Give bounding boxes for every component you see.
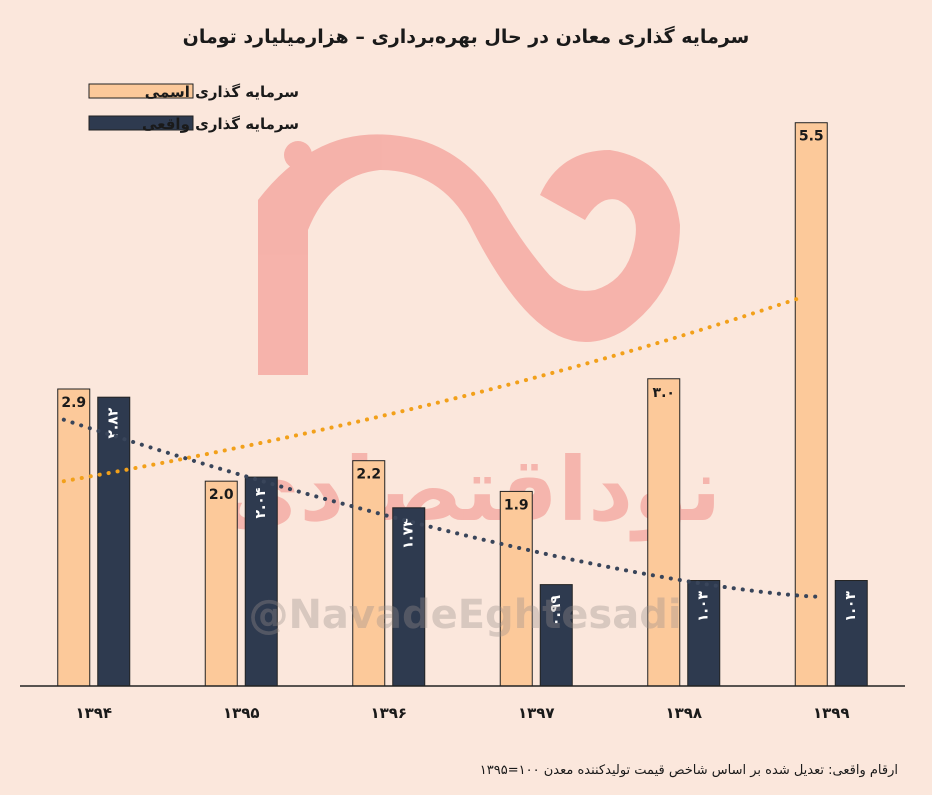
bar-nominal (204, 480, 238, 687)
legend-swatch-real (88, 115, 194, 131)
watermark-logo (258, 134, 680, 375)
chart-title: سرمایه گذاری معادن در حال بهره‌برداری – … (183, 25, 750, 48)
plot-area (20, 122, 905, 687)
data-label-nominal: 1.9 (504, 497, 529, 513)
x-tick-label: ۱۳۹۸ (665, 704, 702, 722)
bar-nominal (352, 460, 386, 687)
bar-real (97, 396, 131, 687)
watermark-handle: @NavadeEghtesadi (248, 592, 681, 638)
data-label-real: ۰.۹۹ (548, 595, 564, 626)
x-tick-label: ۱۳۹۹ (813, 704, 850, 722)
bar-nominal (794, 122, 828, 687)
bar-real (539, 584, 573, 687)
bar-nominal (57, 388, 91, 687)
legend: سرمایه گذاری اسمی سرمایه گذاری واقعی (88, 83, 299, 133)
data-label-real: ۱.۰۳ (843, 591, 859, 622)
data-label-real: ۲.۰۴ (253, 487, 269, 518)
legend-label-nominal: سرمایه گذاری اسمی (145, 83, 299, 101)
legend-swatch-nominal (88, 83, 194, 99)
footnote: ارقام واقعی: تعدیل شده بر اساس شاخص قیمت… (480, 763, 898, 778)
data-label-nominal: 2.0 (209, 487, 234, 503)
data-label-real: ۱.۰۳ (696, 591, 712, 622)
data-label-nominal: ۳.۰ (653, 385, 675, 401)
x-tick-label: ۱۳۹۷ (518, 704, 555, 722)
data-label-real: ۱.۷۴ (401, 518, 417, 549)
bar-real (687, 580, 721, 687)
bar-real (244, 476, 278, 687)
bar-real (392, 507, 426, 687)
x-tick-label: ۱۳۹۶ (370, 704, 407, 722)
bar-real (834, 580, 868, 687)
data-label-nominal: 2.9 (61, 395, 86, 411)
legend-label-real: سرمایه گذاری واقعی (142, 115, 299, 133)
overlay: 2.9 ۲.۸۲ ۱۳۹۴ 2.0 ۲.۰۴ ۱۳۹۵ 2.2 ۱.۷۴ ۱۳۹۶ 1.9 ۰.۹۹… (61, 129, 859, 722)
bar-nominal (499, 490, 533, 687)
x-tick-label: ۱۳۹۵ (223, 704, 260, 722)
data-label-nominal: 5.5 (799, 129, 824, 145)
watermark-logo-text: نوداقتصادی (219, 438, 722, 542)
data-label-real: ۲.۸۲ (106, 407, 122, 438)
data-label-nominal: 2.2 (356, 467, 381, 483)
x-tick-label: ۱۳۹۴ (75, 704, 112, 722)
bar-nominal (647, 378, 681, 687)
